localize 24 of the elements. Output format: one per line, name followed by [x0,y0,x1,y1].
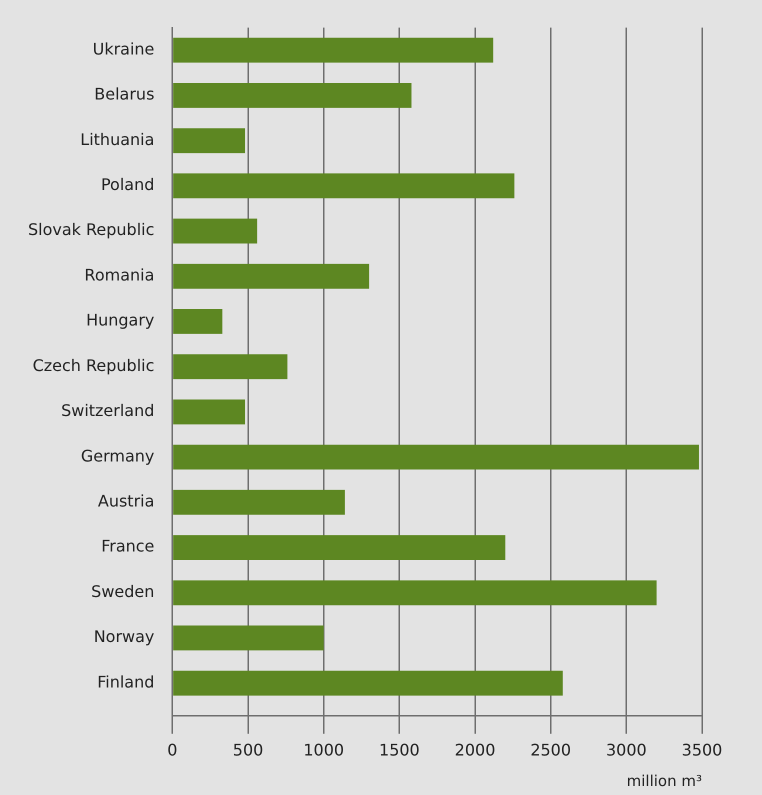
x-tick-label: 1500 [379,740,420,760]
y-tick-label: Austria [98,491,154,510]
x-tick-label: 1000 [303,740,344,760]
x-tick-label: 500 [232,740,264,760]
y-tick-label: Finland [97,672,154,692]
y-tick-label: Sweden [91,582,154,601]
y-tick-label: France [101,536,154,556]
x-tick-label: 3000 [606,740,647,760]
y-tick-label: Germany [80,446,154,466]
y-tick-label: Slovak Republic [28,220,154,240]
y-tick-label: Belarus [94,84,154,104]
x-tick-label: 2000 [454,740,496,760]
y-tick-label: Norway [94,627,154,646]
y-tick-label: Ukraine [92,39,154,58]
y-tick-label: Poland [100,175,154,194]
x-tick-label: 3500 [682,740,722,760]
y-tick-label: Switzerland [61,401,154,420]
y-tick-label: Lithuania [80,130,154,149]
y-tick-label: Hungary [86,310,154,330]
y-tick-label: Romania [84,265,154,284]
x-axis-title: million m³ [626,772,702,790]
x-tick-label: 2500 [530,740,572,760]
x-tick-label: 0 [167,740,178,760]
y-tick-label: Czech Republic [32,356,154,375]
